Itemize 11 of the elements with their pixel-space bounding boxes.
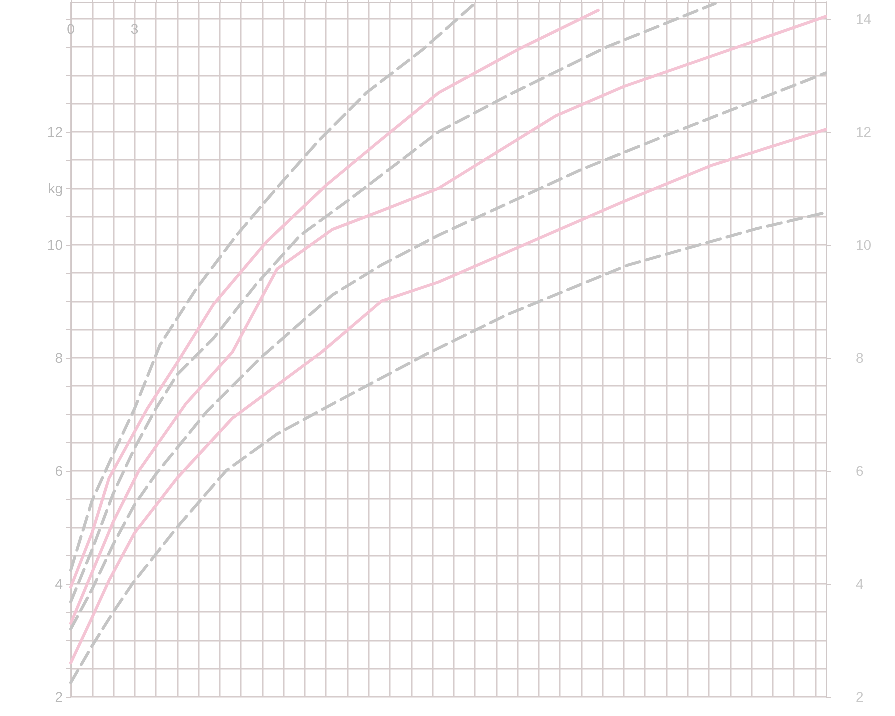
y-tick-label: 12 [47,124,64,140]
y-tick-label: 4 [55,576,64,592]
y-tick-label: 6 [55,462,64,479]
y-tick-label: 8 [55,350,64,366]
line-series [70,128,828,665]
y-tick-label: kg [48,180,63,196]
x-tick-label: 0 [67,21,76,37]
line-series [70,8,600,589]
x-tick-label: 3 [130,21,139,37]
y-tick-label: 2 [55,689,64,705]
y-tick-label: 10 [47,236,64,253]
